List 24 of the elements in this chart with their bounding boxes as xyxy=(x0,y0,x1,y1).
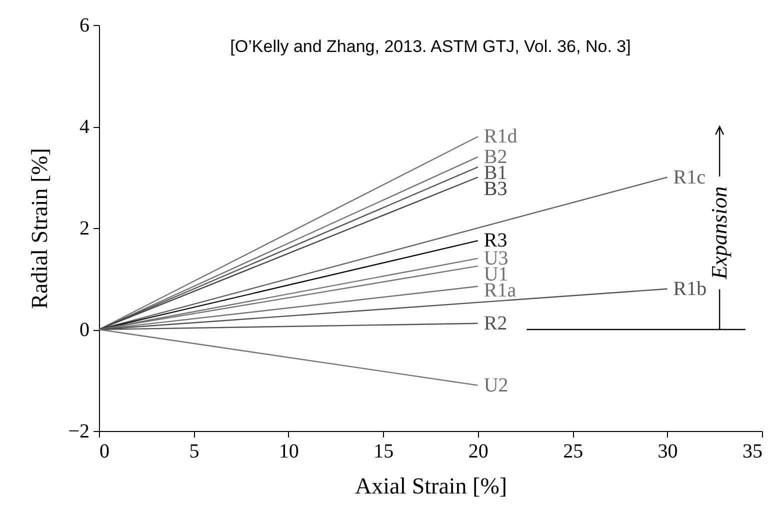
y-tick-label: 0 xyxy=(80,319,90,341)
y-axis-title: Radial Strain [%] xyxy=(27,148,52,309)
x-tick-label: 25 xyxy=(563,440,584,462)
series-label: R1c xyxy=(673,166,706,188)
x-tick-label: 35 xyxy=(742,440,762,462)
y-tick-label: −2 xyxy=(68,420,90,442)
x-tick-label: 0 xyxy=(100,440,110,462)
x-tick-label: 5 xyxy=(189,440,200,462)
x-tick-label: 30 xyxy=(658,440,678,462)
y-tick-label: 6 xyxy=(80,14,90,36)
y-tick-label: 4 xyxy=(80,116,90,138)
x-tick-label: 15 xyxy=(374,440,394,462)
annotation: [O’Kelly and Zhang, 2013. ASTM GTJ, Vol. 36, No. 3] xyxy=(230,37,631,56)
series-label: U2 xyxy=(484,374,508,396)
x-tick-label: 20 xyxy=(468,440,488,462)
series-label: R2 xyxy=(484,312,508,334)
series-label: R1b xyxy=(673,278,707,300)
x-axis-title: Axial Strain [%] xyxy=(354,474,508,498)
series-label: B3 xyxy=(484,178,508,200)
y-tick-label: 2 xyxy=(80,218,90,240)
series-label: R3 xyxy=(484,230,508,252)
annotation: Expansion xyxy=(706,186,732,280)
x-tick-label: 10 xyxy=(278,440,299,462)
series-label: R1d xyxy=(484,126,518,148)
